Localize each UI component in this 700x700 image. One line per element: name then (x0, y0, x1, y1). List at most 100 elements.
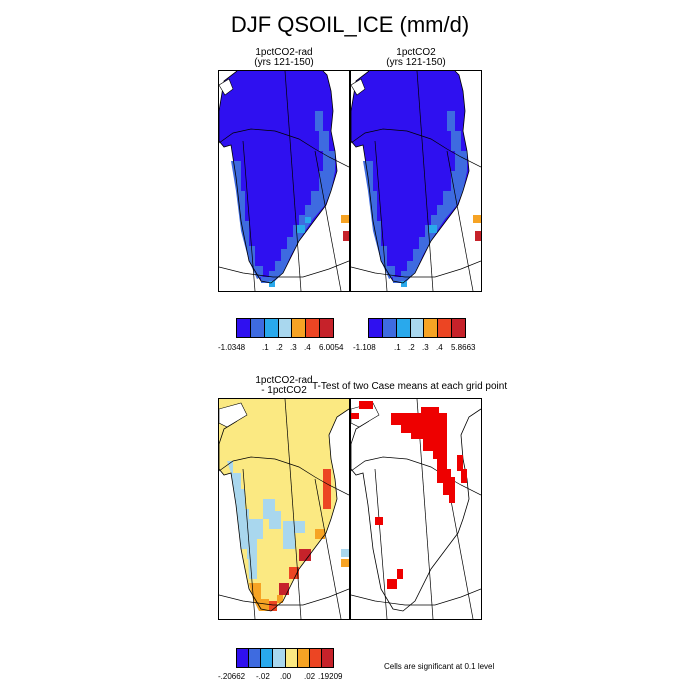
colorbar-swatch (396, 319, 411, 337)
colorbar-swatch (237, 649, 250, 667)
colorbar-swatch (424, 319, 439, 337)
meridian-center (284, 399, 302, 619)
map-panel-1pctco2-rad (218, 70, 350, 292)
colorbar-swatch (249, 649, 262, 667)
significant-cells-east-coast (457, 455, 463, 471)
coastline (219, 71, 338, 284)
legend-1-labels: -1.0348 .1 .2 .3 .4 6.0054 (218, 343, 348, 353)
east-coast-sky-blue-1 (297, 225, 305, 233)
colorbar-swatch (264, 319, 279, 337)
significant-cells-east (443, 477, 455, 503)
significant-cells-south-2 (397, 569, 403, 579)
colorbar-swatch (297, 649, 310, 667)
south-sky-blue (401, 281, 407, 287)
legend-1-label: 6.0054 (319, 343, 344, 352)
legend-2-colorbar (368, 318, 466, 338)
legend-3-label: -.02 (256, 672, 270, 681)
southeast-red-orange (289, 567, 299, 579)
latitude-line-south (219, 260, 349, 278)
east-coast-mid-blue (401, 111, 467, 281)
coastline (351, 408, 481, 612)
colorbar-swatch (285, 649, 298, 667)
east-coast-sky-blue-1 (429, 225, 437, 233)
latitude-line-north (219, 128, 349, 168)
meridian-west (374, 140, 388, 291)
meridian-west (374, 468, 388, 619)
panel2-title: 1pctCO2 (yrs 121-150) (350, 48, 482, 68)
colorbar-swatch (309, 649, 322, 667)
latitude-line-north (219, 456, 349, 496)
legend-2-label: .1 (394, 343, 401, 352)
latitude-line-south (351, 588, 481, 606)
coastline (351, 71, 470, 284)
colorbar-swatch (278, 319, 293, 337)
east-coast-orange-1 (315, 529, 325, 539)
significant-cells-w (351, 413, 359, 419)
ellesmere-island (351, 78, 366, 96)
panel1-title: 1pctCO2-rad (yrs 121-150) (218, 48, 350, 68)
iceland-red (475, 231, 481, 241)
legend-3-colorbar (236, 648, 334, 668)
meridian-east (314, 478, 342, 619)
east-light-blue (283, 521, 305, 549)
panel2-title-line2: (yrs 121-150) (386, 57, 446, 68)
panel1-title-line2: (yrs 121-150) (254, 57, 314, 68)
meridian-center (284, 71, 302, 291)
legend-3-label: .19209 (318, 672, 343, 681)
colorbar-swatch (452, 319, 466, 337)
iceland-red (343, 231, 349, 241)
colorbar-swatch (237, 319, 251, 337)
latitude-line-south (351, 260, 481, 278)
meridian-east (314, 150, 342, 291)
colorbar-swatch (369, 319, 383, 337)
south-tip-red-orange (269, 601, 277, 611)
center-light-blue (263, 499, 281, 529)
legend-2-label: -1.108 (353, 343, 376, 352)
legend-3-label: .02 (304, 672, 316, 681)
figure-title: DJF QSOIL_ICE (mm/d) (230, 12, 470, 37)
meridian-center (416, 71, 434, 291)
legend-3-label: -.20662 (218, 672, 246, 681)
west-light-blue-2 (247, 519, 263, 579)
significant-cells-east-coast-2 (461, 469, 467, 483)
coastline (219, 408, 349, 612)
colorbar-swatch (306, 319, 321, 337)
legend-2-label: .3 (422, 343, 429, 352)
panel2-title-line1: 1pctCO2 (396, 47, 436, 58)
panel3-title-line1: 1pctCO2-rad (255, 375, 313, 386)
panel3-title: 1pctCO2-rad - 1pctCO2 (218, 376, 350, 396)
colorbar-swatch (250, 319, 265, 337)
significant-cells-south (387, 579, 397, 589)
panel4-title: T-Test of two Case means at each grid po… (312, 381, 508, 392)
legend-3-label: .00 (280, 672, 292, 681)
legend-1-label: .1 (262, 343, 269, 352)
significant-cells-nw (359, 401, 373, 409)
west-coast-mid-blue (231, 161, 263, 279)
legend-1-label: .3 (290, 343, 297, 352)
ellesmere-island (219, 402, 248, 428)
colorbar-swatch (410, 319, 425, 337)
map-panel-difference (218, 398, 350, 620)
south-tip-mid-blue (393, 277, 401, 283)
legend-2-label: .2 (408, 343, 415, 352)
latitude-line-north (351, 128, 481, 168)
latitude-line-north (351, 456, 481, 496)
significance-note: Cells are significant at 0.1 level (384, 662, 495, 671)
ellesmere-island (219, 78, 234, 96)
colorbar-swatch (292, 319, 307, 337)
significant-cells-west (375, 517, 383, 525)
meridian-east (446, 150, 474, 291)
south-tip-orange (277, 595, 283, 603)
southeast-red (299, 549, 311, 561)
colorbar-swatch (273, 649, 286, 667)
iceland-orange (341, 559, 349, 567)
west-coast-mid-blue (363, 161, 395, 279)
legend-2-label: 5.8663 (451, 343, 476, 352)
panel3-title-line2: - 1pctCO2 (261, 385, 307, 396)
meridian-west (242, 140, 256, 291)
colorbar-swatch (320, 319, 334, 337)
colorbar-swatch (321, 649, 333, 667)
map-panel-ttest (350, 398, 482, 620)
colorbar-swatch (261, 649, 274, 667)
significant-cells-north (391, 407, 447, 451)
